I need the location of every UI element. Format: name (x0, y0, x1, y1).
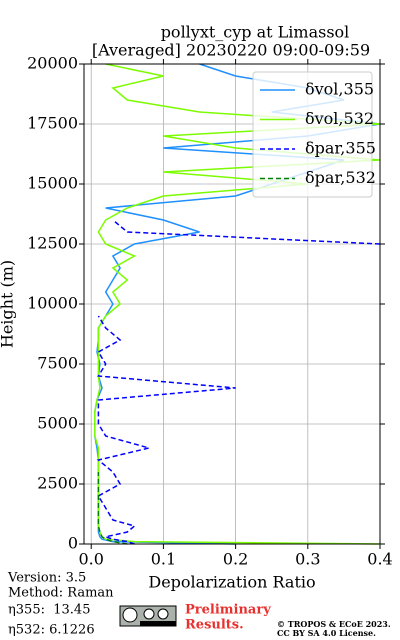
legend-box (252, 71, 373, 198)
legend-label: δvol,355 (305, 80, 374, 99)
x-tick-label: 0.1 (151, 550, 176, 569)
plot-area: 0.0 0.1 0.2 0.3 0.4 0 2500 5000 7500 10000 12500 15… (27, 54, 393, 569)
y-tick-label: 12500 (27, 234, 78, 253)
copyright: © TROPOS & ECoE 2023. (277, 619, 391, 629)
y-tick-label: 5000 (37, 414, 78, 433)
chart-title: pollyxt_cyp at Limassol (161, 23, 350, 42)
y-tick-label: 17500 (27, 114, 78, 133)
cc-logo (119, 605, 177, 627)
y-tick-label: 10000 (27, 294, 78, 313)
series-line (97, 472, 128, 545)
x-tick-label: 0.2 (223, 550, 248, 569)
legend-label: δvol,532 (305, 109, 374, 128)
plot-frame (83, 63, 381, 545)
x-tick-label: 0.0 (78, 550, 103, 569)
eta355: η355: 13.45 (8, 603, 90, 618)
copyright: CC BY SA 4.0 License. (277, 628, 376, 638)
y-tick-label: 20000 (27, 54, 78, 73)
preliminary: Results. (185, 618, 244, 633)
method: Method: Raman (8, 586, 114, 601)
y-tick-label: 0 (68, 534, 78, 553)
eta532: η532: 6.1226 (8, 623, 95, 638)
x-tick-label: 0.3 (295, 550, 320, 569)
legend-label: δpar,355 (305, 139, 376, 158)
y-tick-label: 15000 (27, 174, 78, 193)
chart-subtitle: [Averaged] 20230220 09:00-09:59 (92, 41, 370, 60)
legend-label: δpar,532 (305, 168, 376, 187)
y-tick-label: 2500 (37, 474, 78, 493)
x-axis-label: Depolarization Ratio (148, 573, 315, 592)
y-tick-label: 7500 (37, 354, 78, 373)
x-tick-label: 0.4 (367, 550, 392, 569)
version: Version: 3.5 (7, 571, 86, 586)
preliminary: Preliminary (185, 603, 271, 618)
y-axis-label: Height (m) (0, 260, 17, 348)
